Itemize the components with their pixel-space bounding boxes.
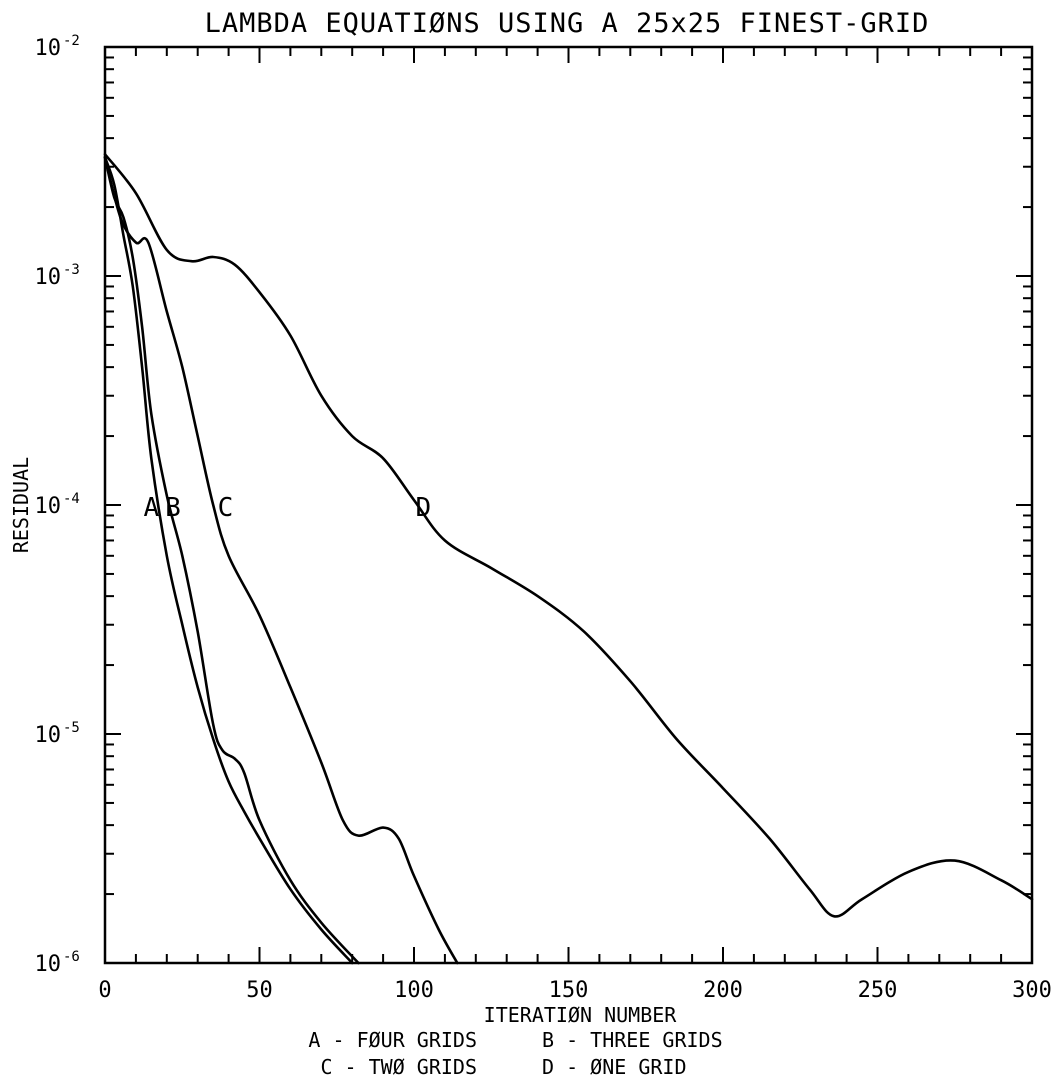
x-tick-label: 250 bbox=[858, 978, 898, 1003]
x-tick-label: 0 bbox=[98, 978, 111, 1003]
x-tick-label: 100 bbox=[394, 978, 434, 1003]
x-tick-label: 200 bbox=[703, 978, 743, 1003]
y-axis-label: RESIDUAL bbox=[9, 457, 33, 553]
plot-frame bbox=[103, 45, 1034, 965]
data-series bbox=[103, 153, 1034, 965]
y-tick-exponent: -2 bbox=[63, 33, 80, 49]
y-tick-exponent: -4 bbox=[63, 491, 80, 507]
series-label-b: B bbox=[165, 493, 181, 523]
y-tick-label: 10 bbox=[35, 36, 62, 61]
series-line-a bbox=[103, 156, 354, 965]
series-label-a: A bbox=[144, 493, 160, 523]
chart-title: LAMBDA EQUATIØNS USING A 25x25 FINEST-GR… bbox=[205, 8, 930, 39]
legend-entry-b: B - THREE GRIDS bbox=[542, 1028, 723, 1052]
series-label-c: C bbox=[218, 493, 234, 523]
x-tick-label: 150 bbox=[549, 978, 589, 1003]
y-tick-label: 10 bbox=[35, 723, 62, 748]
series-line-b bbox=[103, 156, 360, 965]
y-tick-exponent: -3 bbox=[63, 262, 80, 278]
x-tick-label: 50 bbox=[246, 978, 273, 1003]
y-tick-exponent: -5 bbox=[63, 720, 80, 736]
legend-entry-a: A - FØUR GRIDS bbox=[308, 1028, 477, 1052]
y-tick-exponent: -6 bbox=[63, 949, 80, 965]
legend-entry-d: D - ØNE GRID bbox=[542, 1055, 687, 1079]
series-line-c bbox=[103, 156, 459, 965]
legend: A - FØUR GRIDS B - THREE GRIDS C - TWØ G… bbox=[308, 1028, 722, 1079]
y-tick-label: 10 bbox=[35, 952, 62, 977]
y-tick-label: 10 bbox=[35, 494, 62, 519]
x-tick-label: 300 bbox=[1012, 978, 1052, 1003]
series-line-d bbox=[103, 153, 1034, 918]
x-axis-label: ITERATIØN NUMBER bbox=[484, 1003, 678, 1027]
legend-entry-c: C - TWØ GRIDS bbox=[320, 1055, 477, 1079]
series-label-d: D bbox=[415, 493, 431, 523]
y-tick-label: 10 bbox=[35, 265, 62, 290]
